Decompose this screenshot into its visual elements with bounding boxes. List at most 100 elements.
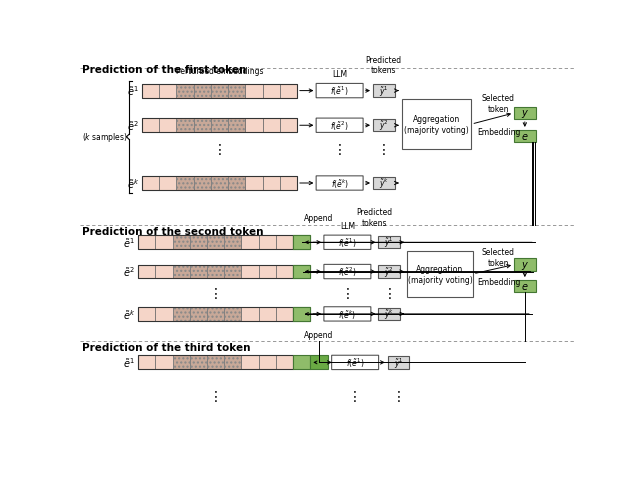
Text: $\tilde{e}^1$: $\tilde{e}^1$ [124,356,135,370]
Bar [207,307,224,321]
Bar [373,120,395,132]
Bar [207,236,224,250]
Bar [293,236,310,250]
FancyBboxPatch shape [332,356,379,370]
Text: ⋮: ⋮ [377,143,391,157]
Bar [407,251,473,297]
Text: ⋮: ⋮ [212,143,227,157]
Bar [177,84,194,98]
Text: LLM: LLM [332,70,347,78]
Bar [173,265,190,279]
Text: $\tilde{y}^k$: $\tilde{y}^k$ [379,177,389,191]
Text: ⋮: ⋮ [209,389,223,403]
Text: Embedding: Embedding [477,128,520,137]
Bar [159,119,177,133]
Bar [190,356,207,370]
Bar [245,177,262,191]
Bar [378,308,400,320]
Text: $f(\tilde{e}^1)$: $f(\tilde{e}^1)$ [330,85,349,98]
Bar [259,265,276,279]
Bar [276,356,293,370]
Bar [224,307,241,321]
Bar [138,236,293,250]
Bar [190,236,207,250]
Text: $f(\tilde{e}^k)$: $f(\tilde{e}^k)$ [339,308,356,321]
Bar [378,237,400,249]
Bar [224,356,241,370]
Bar [378,266,400,278]
Bar [211,84,228,98]
Bar [293,265,310,279]
Bar [173,356,190,370]
Text: $y$: $y$ [521,259,529,271]
Text: Prediction of the first token: Prediction of the first token [83,65,246,75]
Bar [224,265,241,279]
Bar [142,177,297,191]
Bar [207,356,224,370]
Bar [194,84,211,98]
Bar [293,307,310,321]
Text: $\tilde{e}^k$: $\tilde{e}^k$ [127,177,139,191]
Bar [228,119,245,133]
Text: $\tilde{y}^1$: $\tilde{y}^1$ [394,356,403,370]
Bar [228,119,245,133]
Bar [207,265,224,279]
Bar [173,265,190,279]
FancyBboxPatch shape [316,84,363,98]
Text: $f(\tilde{e}^k)$: $f(\tilde{e}^k)$ [331,177,349,190]
Bar [224,265,241,279]
Text: Selected
token: Selected token [482,248,515,267]
Bar [241,265,259,279]
Text: $\tilde{e}^1$: $\tilde{e}^1$ [124,236,135,250]
Bar [190,307,207,321]
Bar [190,356,207,370]
FancyBboxPatch shape [324,236,371,250]
Text: $e$: $e$ [521,282,529,291]
Bar [373,85,395,97]
Bar [514,259,536,271]
Bar [262,177,280,191]
Bar [190,236,207,250]
Text: ⋮: ⋮ [392,389,406,403]
Bar [293,236,310,250]
Bar [159,177,177,191]
Bar [138,356,156,370]
Bar [194,177,211,191]
Text: $\tilde{e}^2$: $\tilde{e}^2$ [127,119,139,133]
Bar [207,356,224,370]
Text: Perturbed embeddings: Perturbed embeddings [176,67,263,76]
Bar [194,177,211,191]
Bar [211,119,228,133]
Text: $f(\tilde{e}^2)$: $f(\tilde{e}^2)$ [338,265,356,279]
Text: Predicted
tokens: Predicted tokens [356,208,392,228]
Text: Append: Append [304,330,333,339]
FancyBboxPatch shape [316,177,363,191]
Text: $f(\tilde{e}^1)$: $f(\tilde{e}^1)$ [338,236,356,250]
Text: Append: Append [304,214,333,223]
Text: Predicted
tokens: Predicted tokens [365,56,402,75]
Bar [241,356,259,370]
Text: Aggregation
(majority voting): Aggregation (majority voting) [408,264,472,284]
Text: Embedding: Embedding [477,277,520,287]
Bar [224,236,241,250]
Bar [138,356,293,370]
Text: $\tilde{e}^k$: $\tilde{e}^k$ [123,307,135,321]
Bar [177,119,194,133]
Bar [262,119,280,133]
Bar [293,265,310,279]
Bar [228,177,245,191]
Bar [211,177,228,191]
Bar [259,356,276,370]
Bar [211,84,228,98]
Bar [142,119,297,133]
Text: $y$: $y$ [521,108,529,120]
Bar [177,177,194,191]
Text: $\tilde{e}^1$: $\tilde{e}^1$ [127,84,139,98]
Bar [276,265,293,279]
Bar [388,357,410,369]
Bar [224,356,241,370]
Bar [156,356,173,370]
Bar [142,119,159,133]
Text: ⋮: ⋮ [209,287,223,300]
Bar [138,236,156,250]
